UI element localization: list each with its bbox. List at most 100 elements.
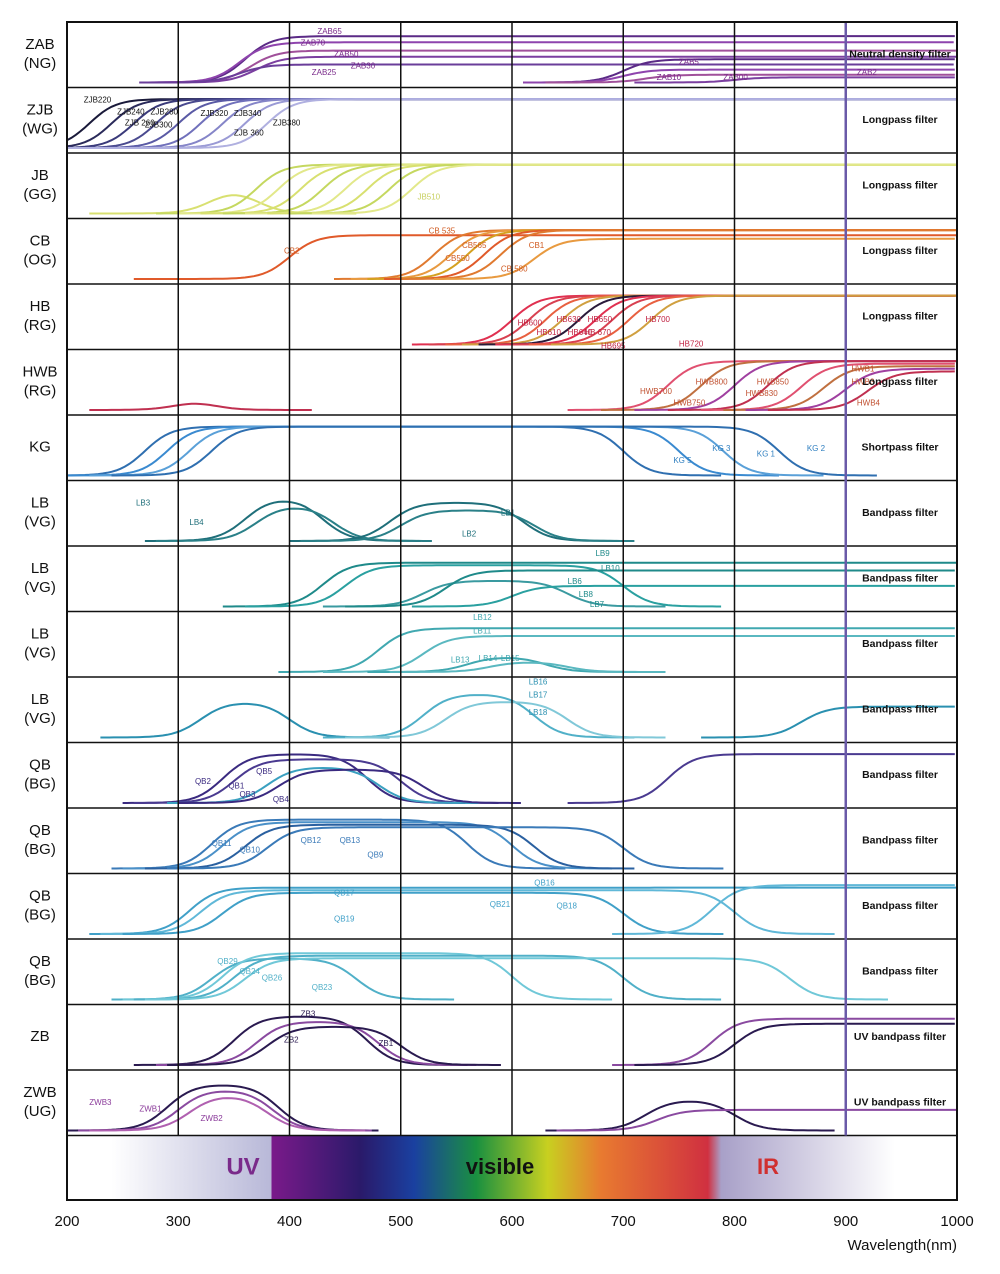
curve-label: HB720 — [679, 339, 704, 348]
filter-type: UV bandpass filter — [854, 1097, 946, 1109]
curve-label: QB23 — [312, 983, 333, 992]
curve-label: LB6 — [568, 577, 583, 586]
curve-label: HB650 — [588, 315, 613, 324]
transmission-curve — [612, 884, 955, 935]
transmission-curve — [111, 425, 877, 477]
curve-label: KG 2 — [807, 444, 826, 453]
curve-label: QB3 — [239, 790, 256, 799]
curve-label: LB18 — [529, 708, 548, 717]
row-label: KG — [29, 439, 51, 456]
curve-label: LB14 — [479, 654, 498, 663]
transmission-curve — [322, 635, 955, 673]
curve-label: QB11 — [212, 839, 232, 848]
curve-label: KG 3 — [712, 444, 731, 453]
transmission-curve — [434, 237, 955, 280]
curve-label: LB8 — [579, 590, 594, 599]
curve-label: LB2 — [462, 529, 477, 538]
filter-type: Longpass filter — [862, 180, 937, 192]
row-label: (VG) — [24, 579, 56, 596]
transmission-curve — [345, 701, 666, 739]
transmission-curve — [122, 753, 466, 804]
transmission-curve — [267, 163, 957, 215]
curve-label: ZJB280 — [150, 107, 178, 116]
row-label: QB — [29, 822, 51, 839]
curve-label: QB13 — [340, 836, 361, 845]
curve-label: ZAB70 — [301, 39, 326, 48]
transmission-curve — [634, 76, 955, 84]
curve-label: QB5 — [256, 767, 273, 776]
curve-label: ZAB65 — [317, 27, 342, 36]
curve-label: HWB830 — [746, 389, 779, 398]
transmission-curve — [150, 49, 956, 84]
transmission-curve — [222, 561, 957, 608]
transmission-curve — [100, 889, 835, 935]
x-tick-label: 700 — [611, 1213, 636, 1230]
row-label: (VG) — [24, 710, 56, 727]
transmission-curve — [411, 584, 955, 608]
transmission-curve — [144, 957, 888, 1001]
transmission-curve — [300, 509, 635, 542]
transmission-curve — [167, 1025, 501, 1066]
transmission-curve — [245, 163, 957, 215]
curve-label: ZAB10 — [657, 73, 682, 82]
transmission-curve — [567, 753, 955, 804]
curve-label: ZAB25 — [312, 68, 337, 77]
curve-label: ZWB1 — [139, 1104, 162, 1113]
transmission-curve — [111, 818, 566, 870]
x-tick-label: 200 — [54, 1213, 79, 1230]
curve-label: ZJB380 — [273, 119, 301, 128]
curve-label: QB19 — [334, 914, 355, 923]
transmission-curve — [612, 1017, 955, 1066]
uv-label: UV — [226, 1153, 259, 1180]
transmission-curve — [156, 507, 432, 542]
curve-label: QB17 — [334, 888, 355, 897]
curve-label: QB12 — [301, 836, 322, 845]
transmission-curve — [178, 163, 957, 215]
curve-label: ZAB30 — [351, 62, 376, 71]
ir-label: IR — [757, 1154, 779, 1179]
transmission-curve — [311, 163, 957, 215]
curve-label: QB16 — [534, 878, 555, 887]
filter-type: UV bandpass filter — [854, 1031, 946, 1043]
transmission-curve — [89, 1097, 366, 1132]
x-tick-label: 300 — [166, 1213, 191, 1230]
curve-label: CB550 — [445, 254, 470, 263]
curve-label: HB600 — [518, 318, 543, 327]
filter-type: Bandpass filter — [862, 573, 938, 585]
row-label: (UG) — [24, 1103, 57, 1120]
transmission-curve — [139, 63, 954, 84]
curve-label: LB13 — [451, 656, 470, 665]
curve-label: JB510 — [417, 193, 440, 202]
curve-label: ZWB3 — [89, 1098, 112, 1107]
transmission-curve — [144, 35, 955, 84]
transmission-curve — [400, 229, 957, 280]
curve-label: HWB700 — [640, 387, 673, 396]
transmission-curve — [89, 886, 957, 935]
row-label: (OG) — [23, 252, 56, 269]
x-tick-label: 800 — [722, 1213, 747, 1230]
transmission-curve — [156, 1021, 477, 1066]
curve-label: HWB3 — [851, 377, 875, 386]
curve-label: LB15 — [501, 654, 520, 663]
curve-label: QB2 — [195, 777, 212, 786]
transmission-curve — [100, 702, 390, 739]
transmission-curve — [545, 1100, 835, 1132]
row-label: (NG) — [24, 55, 57, 72]
transmission-curve — [289, 501, 624, 542]
curve-label: ZJB220 — [84, 96, 112, 105]
curve-label: ZB2 — [284, 1036, 299, 1045]
curve-label: KG 1 — [757, 449, 776, 458]
curve-label: QB9 — [367, 850, 384, 859]
curve-label: HWB800 — [696, 377, 729, 386]
row-label: (GG) — [23, 186, 56, 203]
transmission-curve — [345, 569, 955, 608]
curve-label: CB1 — [529, 241, 545, 250]
curve-label: HWB1 — [851, 364, 875, 373]
curve-label: ZAB2 — [857, 68, 878, 77]
curve-label: LB12 — [473, 613, 492, 622]
transmission-curve — [111, 957, 455, 1001]
filter-type: Longpass filter — [862, 311, 937, 323]
row-label: QB — [29, 888, 51, 905]
transmission-curve — [144, 823, 635, 870]
curve-label: CB 580 — [501, 265, 528, 274]
